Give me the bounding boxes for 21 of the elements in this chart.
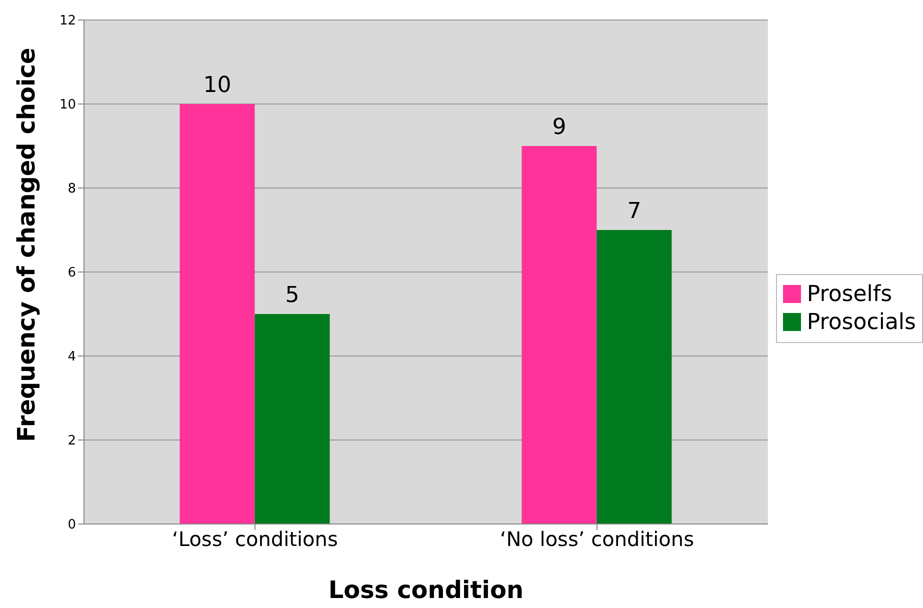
y-axis-title: Frequency of changed choice xyxy=(12,48,41,442)
x-axis-title: Loss condition xyxy=(328,576,524,604)
legend-label: Prosocials xyxy=(806,310,916,334)
data-label: 10 xyxy=(203,73,232,98)
y-tick-label: 4 xyxy=(68,350,76,365)
y-tick-label: 8 xyxy=(68,182,76,197)
bar xyxy=(180,104,255,524)
data-label: 5 xyxy=(285,283,300,308)
bar xyxy=(254,314,330,524)
y-tick-label: 0 xyxy=(68,518,76,533)
legend-label: Proselfs xyxy=(806,282,892,306)
data-label: 7 xyxy=(627,199,642,224)
data-label: 9 xyxy=(552,115,566,140)
y-tick-label: 2 xyxy=(68,434,76,449)
y-tick-label: 10 xyxy=(59,98,76,113)
bar xyxy=(522,146,597,524)
y-tick-label: 12 xyxy=(59,14,76,29)
bar xyxy=(596,230,672,524)
y-tick-label: 6 xyxy=(68,266,76,281)
x-tick-label: ‘Loss’ conditions xyxy=(172,527,338,552)
x-tick-label: ‘No loss’ conditions xyxy=(500,527,694,552)
